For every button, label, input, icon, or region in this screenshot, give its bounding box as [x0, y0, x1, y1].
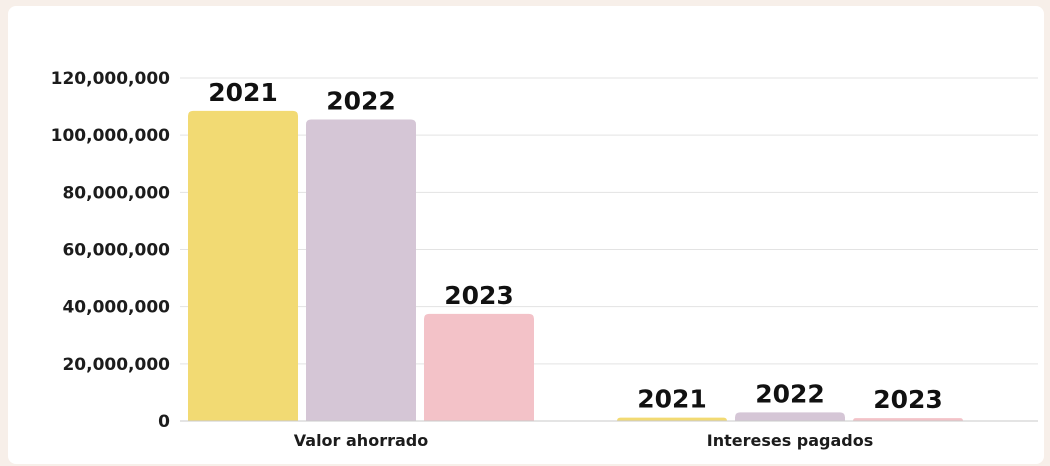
y-tick-label: 40,000,000 [62, 298, 170, 318]
x-axis: Valor ahorrado Intereses pagados [180, 420, 1038, 450]
y-axis: 0 20,000,000 40,000,000 60,000,000 80,000,00… [51, 69, 171, 432]
bar [424, 313, 534, 421]
bar-data-label: 2021 [637, 385, 707, 414]
bar-data-label: 2022 [326, 86, 396, 115]
x-category-label: Valor ahorrado [294, 431, 428, 450]
bar [617, 417, 727, 421]
bar-chart: 0 20,000,000 40,000,000 60,000,000 80,000,00… [51, 69, 1038, 450]
bar-data-label: 2021 [208, 78, 278, 107]
bar [853, 418, 963, 421]
bar-data-label: 2023 [873, 385, 943, 414]
bar-data-label: 2023 [444, 281, 514, 310]
y-tick-label: 80,000,000 [62, 183, 170, 203]
y-tick-label: 120,000,000 [51, 69, 171, 89]
y-tick-label: 20,000,000 [62, 355, 170, 375]
x-category-label: Intereses pagados [707, 431, 874, 450]
bar [735, 412, 845, 421]
bar-data-label: 2022 [755, 379, 825, 408]
bar [188, 110, 298, 421]
chart-card: 0 20,000,000 40,000,000 60,000,000 80,000,00… [8, 6, 1044, 464]
data-labels: 2021 2022 2023 2021 2022 2023 [208, 78, 943, 414]
bar [306, 119, 416, 421]
y-tick-label: 100,000,000 [51, 126, 171, 146]
y-tick-label: 0 [158, 412, 170, 432]
y-tick-label: 60,000,000 [62, 241, 170, 261]
bars [188, 110, 963, 421]
